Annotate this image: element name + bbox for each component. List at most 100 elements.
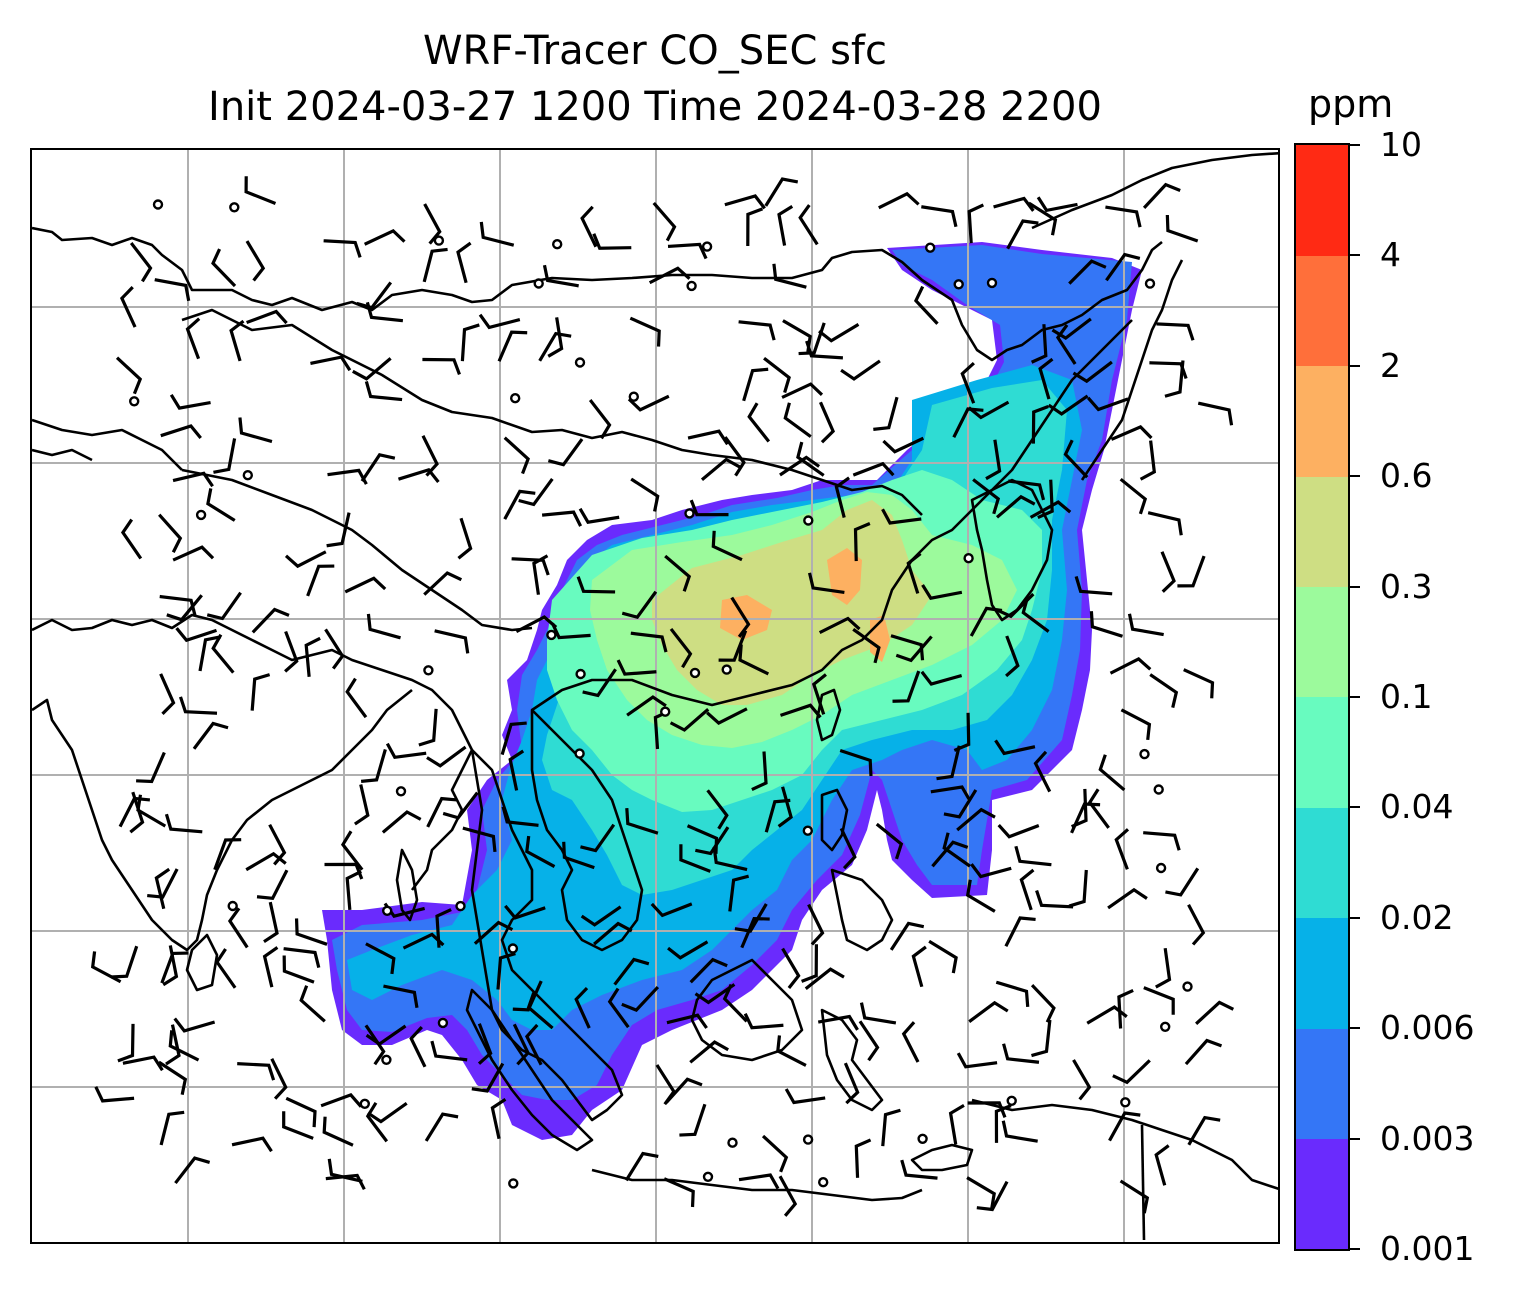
wind-barb (804, 967, 845, 991)
wind-barb (889, 921, 925, 951)
wind-barb (456, 241, 472, 284)
wind-barb (120, 518, 143, 560)
wind-barb (807, 572, 845, 595)
wind-barb (304, 636, 321, 677)
wind-barb (852, 627, 881, 664)
wind-barb (285, 1096, 317, 1128)
wind-barb (515, 615, 558, 634)
colorbar-segment (1296, 145, 1348, 256)
coastline-bay-of-bengal-islands (395, 848, 419, 922)
wind-barb (352, 357, 392, 381)
wind-barb (118, 796, 151, 828)
wind-barb (479, 221, 515, 247)
wind-barb (854, 1138, 872, 1178)
wind-barb (805, 340, 844, 360)
wind-barb (211, 248, 237, 288)
wind-calm-marker (1159, 1021, 1171, 1032)
wind-barb (574, 986, 591, 1029)
wind-barb (344, 576, 387, 594)
wind-barb (1105, 205, 1142, 228)
wind-calm-marker (1153, 784, 1164, 795)
wind-barb (967, 203, 985, 244)
wind-barb (588, 399, 612, 440)
wind-barb (921, 584, 963, 600)
wind-barb (490, 1097, 507, 1140)
wind-barb (353, 784, 370, 826)
coastline-sulawesi (820, 1008, 884, 1112)
wind-calm-marker (575, 668, 586, 680)
wind-barb (1160, 551, 1176, 593)
wind-barb (215, 948, 237, 989)
wind-barb (723, 436, 746, 477)
wind-barb (111, 945, 139, 979)
wind-barb (562, 841, 595, 870)
wind-barb (423, 203, 442, 245)
wind-barb (906, 552, 922, 594)
wind-barb (624, 1151, 659, 1182)
coastline-india (32, 613, 474, 891)
wind-barb (1072, 360, 1113, 384)
wind-calm-marker (689, 667, 701, 679)
colorbar-tick (1350, 254, 1360, 257)
wind-barb (322, 1116, 354, 1147)
wind-barb (500, 721, 527, 756)
wind-barb (1037, 479, 1054, 520)
wind-barb (159, 673, 176, 715)
coastline-india-west (32, 688, 413, 952)
wind-barb (1165, 867, 1200, 897)
wind-barb (972, 478, 1001, 515)
wind-barb (818, 401, 836, 444)
wind-barb (306, 564, 335, 597)
wind-barb (1156, 322, 1195, 341)
wind-barb (478, 313, 521, 330)
wind-barb (764, 177, 799, 207)
wind-calm-marker (802, 825, 813, 836)
wind-barb (663, 1177, 695, 1208)
wind-barb (1030, 324, 1048, 364)
wind-barb (777, 786, 793, 828)
wind-barb (740, 916, 770, 949)
colorbar-segment (1296, 365, 1348, 477)
wind-barb (1029, 500, 1072, 519)
wind-barb (365, 942, 396, 975)
wind-barb (157, 1060, 188, 1095)
wind-barb (976, 1180, 1009, 1212)
wind-barb (742, 367, 769, 402)
wind-barb (1108, 1111, 1141, 1142)
wind-calm-marker (917, 1133, 928, 1144)
wind-barb (174, 1156, 211, 1185)
wind-barb (592, 233, 632, 250)
wind-barb (966, 1176, 996, 1210)
wind-barbs (90, 176, 1235, 1217)
wind-barb (936, 745, 961, 781)
wind-barb (781, 947, 801, 990)
wind-calm-marker (533, 278, 544, 289)
wind-barb (1114, 828, 1130, 870)
wind-barb (779, 455, 821, 477)
wind-barb (1089, 611, 1124, 638)
wind-barb (512, 980, 543, 1012)
colorbar-segment (1296, 697, 1348, 808)
wind-barb (580, 205, 598, 248)
wind-calm-marker (963, 553, 974, 564)
wind-calm-marker (802, 1134, 814, 1145)
wind-calm-marker (455, 900, 466, 912)
wind-barb (901, 1021, 920, 1063)
wind-barb (270, 1058, 288, 1100)
wind-barb (956, 807, 996, 832)
wind-barb (129, 242, 153, 283)
wind-barb (818, 616, 861, 635)
wind-barb (185, 317, 201, 360)
coastline-china-south (531, 319, 1133, 712)
wind-barb (385, 742, 427, 760)
wind-barb (169, 393, 211, 410)
wind-barb (178, 696, 218, 715)
wind-barb (995, 980, 1030, 1008)
wind-barb (711, 530, 743, 562)
wind-barb (1197, 401, 1234, 426)
wind-calm-marker (803, 515, 814, 526)
wind-barb (117, 1023, 135, 1063)
wind-calm-marker (686, 280, 697, 292)
wind-barb (532, 554, 549, 595)
wind-barb (473, 920, 514, 945)
